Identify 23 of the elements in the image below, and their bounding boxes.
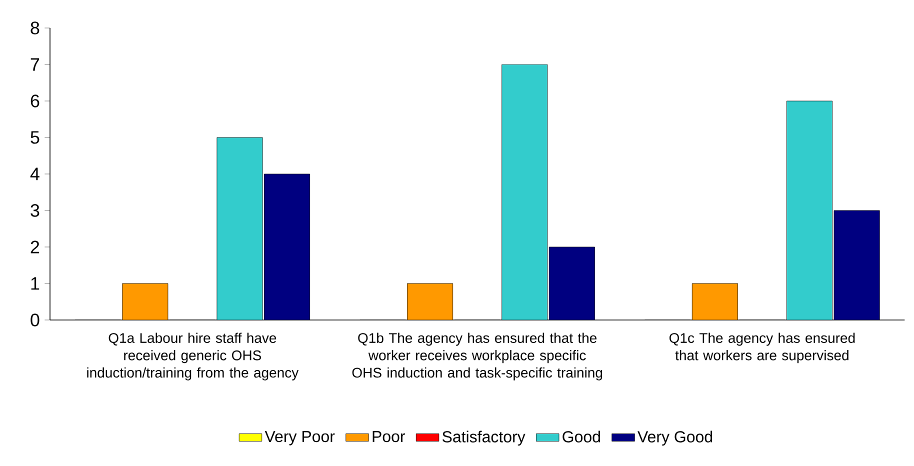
legend-label: Very Good — [638, 430, 712, 446]
legend-label: Good — [562, 430, 600, 442]
bar — [786, 100, 833, 320]
y-tick-label: 2 — [30, 240, 40, 254]
y-tick-label: 4 — [30, 168, 40, 180]
y-tick-label: 1 — [31, 277, 40, 290]
legend-label: Very Poor — [264, 431, 335, 446]
bar — [834, 210, 880, 320]
x-tick-label: Q1c The agency has ensured that workers are supervised — [670, 332, 855, 364]
y-tick-label: 3 — [30, 204, 40, 217]
y-tick-label: 8 — [30, 22, 40, 34]
y-tick-label: 7 — [30, 58, 40, 71]
bar — [216, 137, 263, 320]
y-tick-label: 5 — [30, 131, 40, 144]
y-tick-label: 0 — [30, 314, 40, 326]
x-tick-label: Q1b The agency has ensured that the worker receives workplace specific OHS induction and task-specific training — [352, 332, 602, 380]
x-tick-label: Q1a Labour hire staff have received generic OHS induction/training from the agency — [87, 332, 299, 380]
bar — [264, 174, 310, 320]
y-tick-label: 6 — [30, 94, 40, 108]
bar — [502, 64, 548, 320]
legend-label: Satisfactory — [442, 430, 526, 446]
bar — [548, 246, 595, 320]
legend-label: Poor — [372, 431, 406, 442]
